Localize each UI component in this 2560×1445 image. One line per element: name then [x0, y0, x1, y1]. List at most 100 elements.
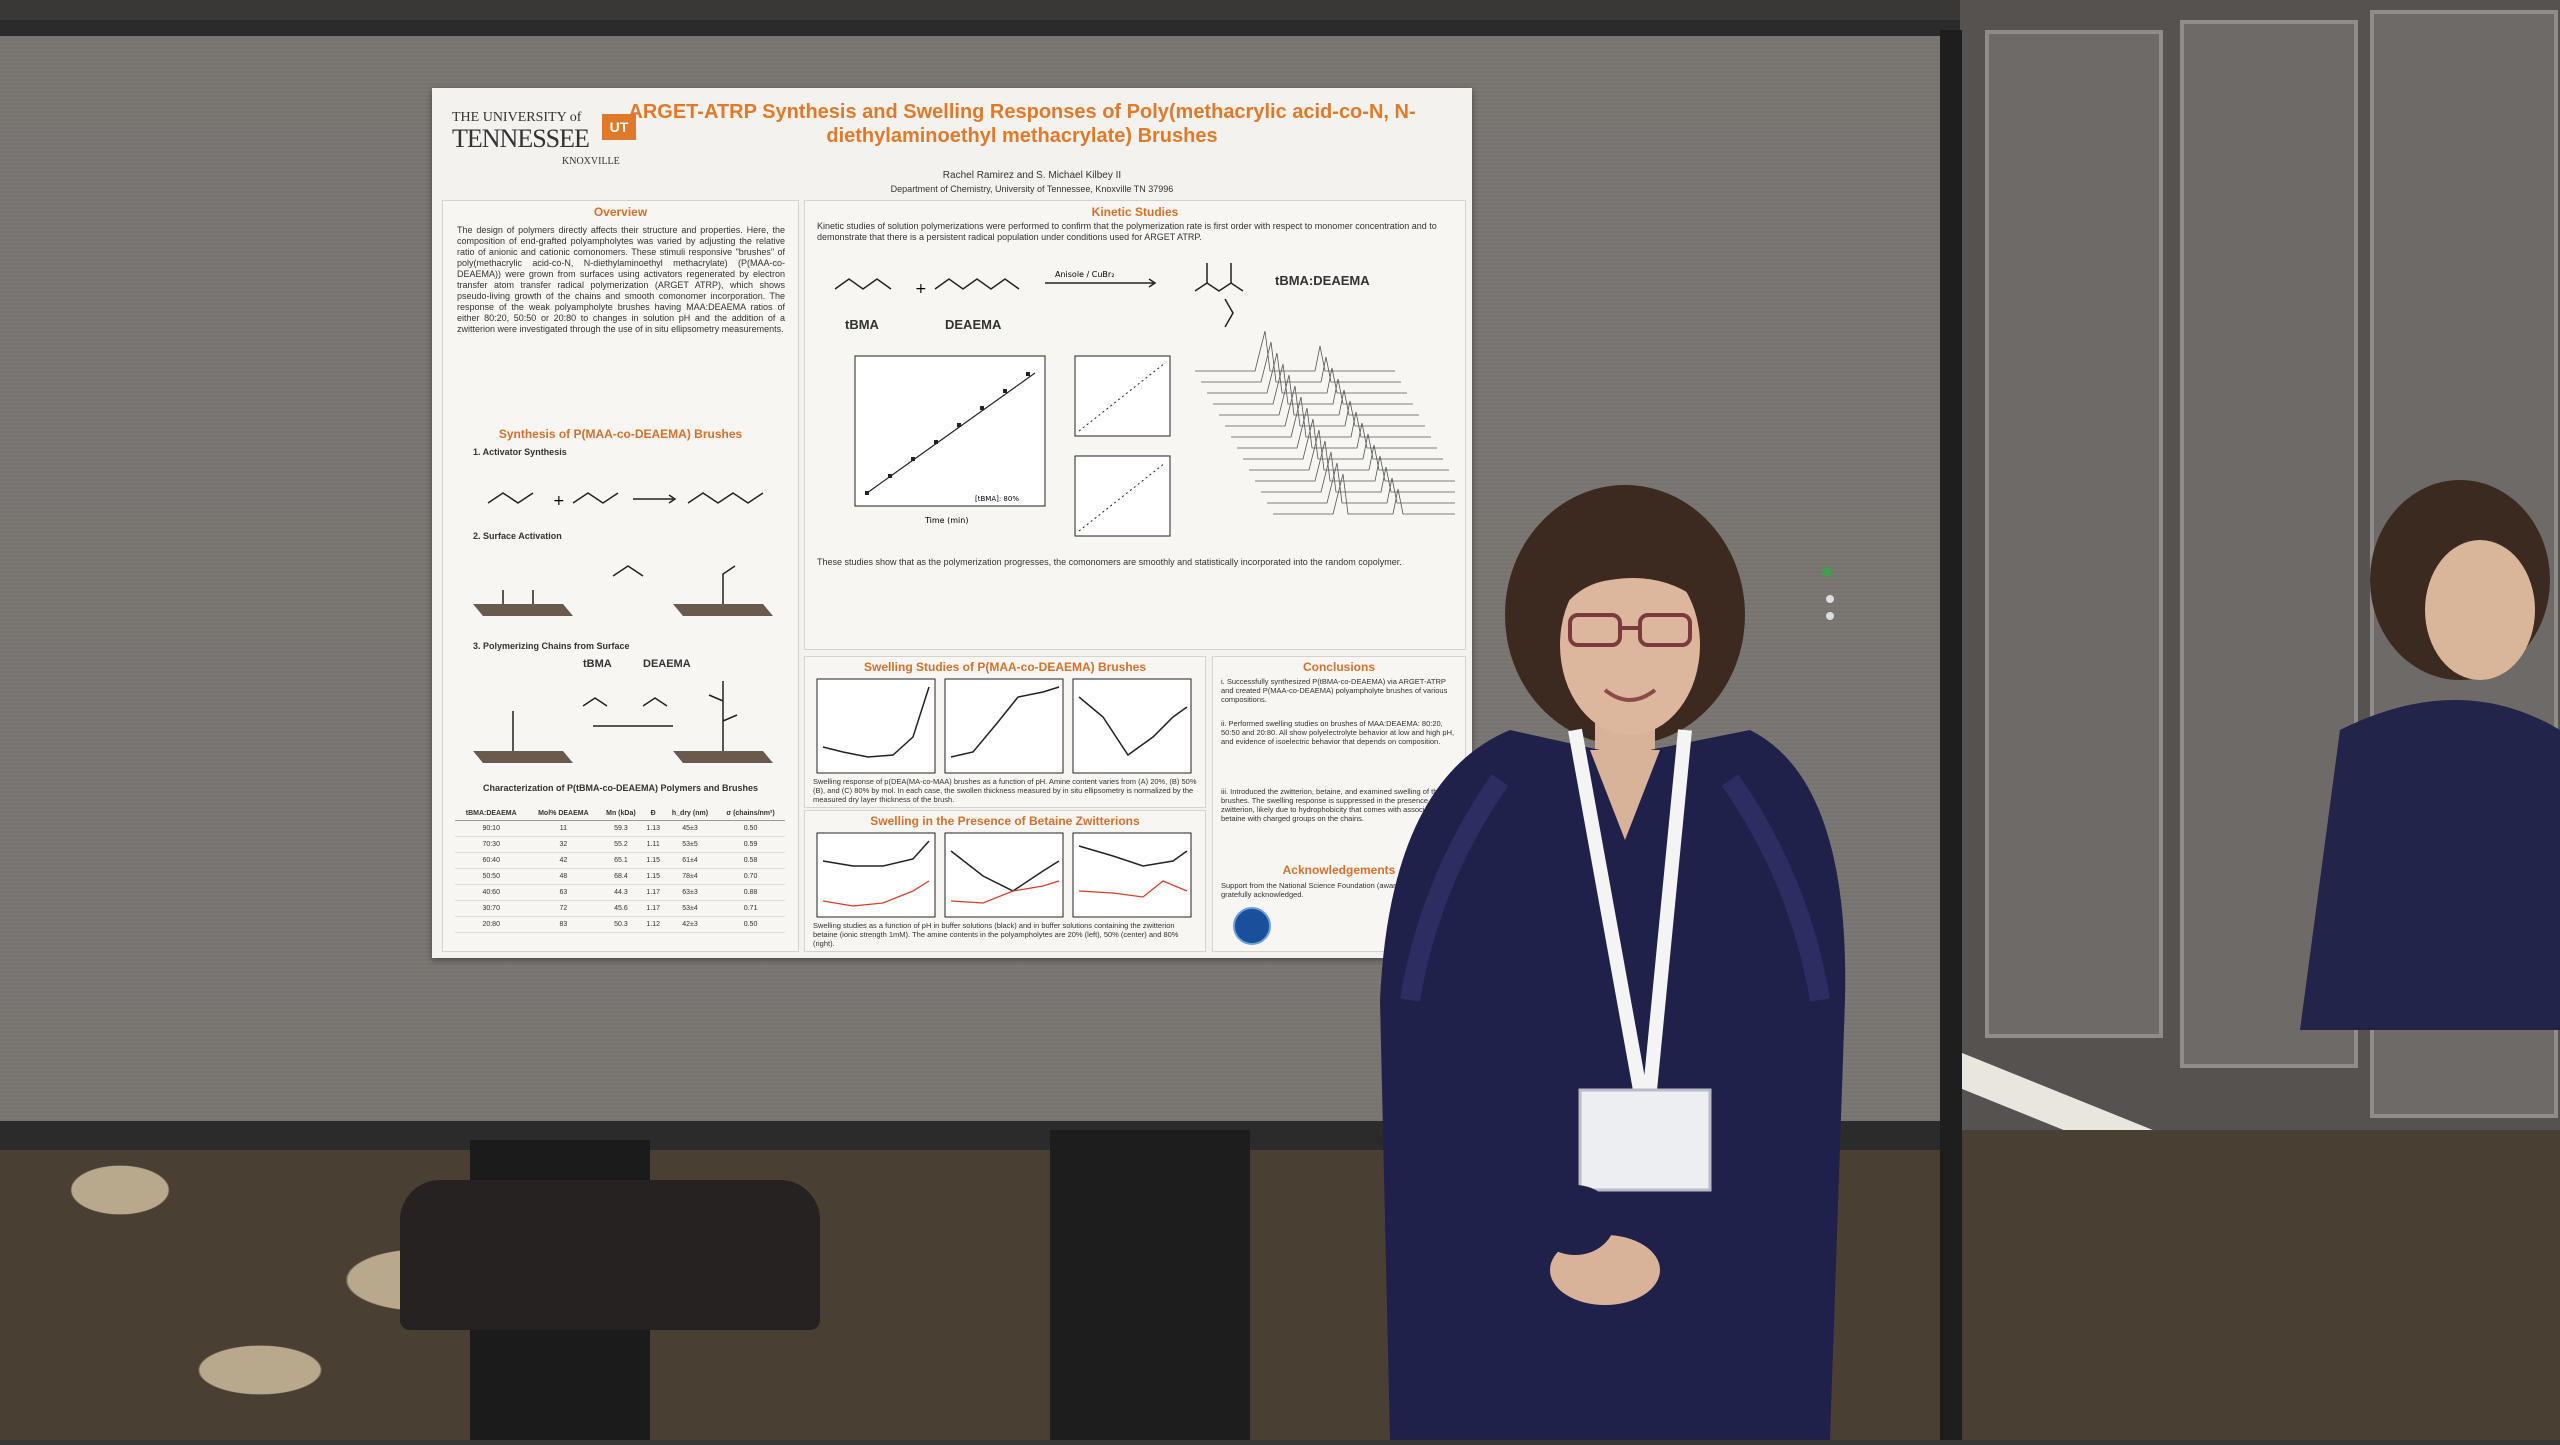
swelling-plots [816, 678, 1192, 774]
university-logo: THE UNIVERSITY of TENNESSEE KNOXVILLE UT [452, 110, 642, 170]
betaine-heading: Swelling in the Presence of Betaine Zwit… [870, 814, 1140, 828]
betaine-section: Swelling in the Presence of Betaine Zwit… [804, 810, 1206, 952]
characterization-table: tBMA:DEAEMA Mol% DEAEMA Mn (kDa) Đ h_dry… [455, 807, 785, 933]
kinetic-label-product: tBMA:DEAEMA [1275, 273, 1370, 288]
nmr-spectrum-line [1273, 473, 1455, 515]
step2-label: 2. Surface Activation [473, 531, 562, 541]
table-header-row: tBMA:DEAEMA Mol% DEAEMA Mn (kDa) Đ h_dry… [455, 807, 785, 821]
kinetic-point [911, 457, 915, 461]
table-cell: 90:10 [455, 820, 528, 837]
table-cell: 40:60 [455, 884, 528, 901]
table-header-cell: Đ [642, 807, 664, 821]
conditions-label: Anisole / CuBr₂ [1055, 270, 1114, 279]
table-cell: 1.17 [642, 884, 664, 901]
table-cell: 83 [527, 916, 600, 933]
nmr-spectrum-line [1201, 341, 1401, 383]
kinetic-label-b: DEAEMA [945, 317, 1002, 332]
bag-on-floor [400, 1180, 820, 1330]
kinetic-point [934, 440, 938, 444]
nsf-logo-icon [1233, 907, 1271, 945]
kinetic-point [1003, 389, 1007, 393]
table-cell: 72 [527, 900, 600, 917]
table-heading: Characterization of P(tBMA-co-DEAEMA) Po… [482, 783, 759, 793]
table-header-cell: σ (chains/nm²) [716, 807, 785, 821]
kinetic-point [957, 423, 961, 427]
step1-label: 1. Activator Synthesis [473, 447, 567, 457]
table-cell: 42 [527, 852, 600, 869]
presenter-person [1350, 480, 1870, 1440]
kinetic-point [1026, 372, 1030, 376]
table-cell: 44.3 [599, 884, 643, 901]
table-header-cell: h_dry (nm) [663, 807, 717, 821]
table-cell: 65.1 [599, 852, 643, 869]
background-person-legs [1050, 1130, 1250, 1440]
table-row: 20:80 83 50.3 1.12 42±3 0.50 [455, 916, 785, 933]
table-cell: 48 [527, 868, 600, 885]
kinetic-subplots [1074, 355, 1171, 537]
carpet-floor [0, 1130, 2560, 1440]
polymerization-scheme [473, 681, 773, 763]
table-cell: 68.4 [599, 868, 643, 885]
nmr-spectrum-line [1207, 352, 1407, 394]
product-structure [1194, 263, 1244, 328]
surface-activation-scheme [473, 565, 773, 616]
left-column: Overview The design of polymers directly… [442, 200, 799, 952]
table-row: 30:70 72 45.6 1.17 53±4 0.71 [455, 900, 785, 917]
pushpin-icon [1826, 595, 1834, 603]
betaine-plots [816, 832, 1192, 918]
table-cell: 55.2 [599, 836, 643, 853]
swelling-section: Swelling Studies of P(MAA-co-DEAEMA) Bru… [804, 656, 1206, 808]
table-cell: 11 [527, 820, 600, 837]
overview-text: The design of polymers directly affects … [457, 225, 785, 334]
table-cell: 20:80 [455, 916, 528, 933]
nmr-spectrum-line [1219, 374, 1419, 416]
kinetic-legend: [tBMA]: 80% [975, 495, 1019, 503]
table-cell: 53±5 [663, 836, 717, 853]
table-row: 70:30 32 55.2 1.11 53±5 0.59 [455, 836, 785, 853]
table-row: 60:40 42 65.1 1.15 61±4 0.58 [455, 852, 785, 869]
table-cell: 60:40 [455, 852, 528, 869]
table-header-cell: Mol% DEAEMA [527, 807, 600, 821]
poster-department: Department of Chemistry, University of T… [890, 184, 1174, 194]
table-cell: 30:70 [455, 900, 528, 917]
table-header-cell: Mn (kDa) [599, 807, 643, 821]
table-cell: 50.3 [599, 916, 643, 933]
svg-text:+: + [553, 493, 565, 509]
kinetic-text: Kinetic studies of solution polymerizati… [817, 221, 1437, 242]
conclusion-item: i. Successfully synthesized P(tBMA-co-DE… [1221, 677, 1448, 704]
nmr-spectrum-line [1195, 331, 1395, 372]
research-poster: THE UNIVERSITY of TENNESSEE KNOXVILLE UT… [432, 88, 1472, 958]
swelling-heading: Swelling Studies of P(MAA-co-DEAEMA) Bru… [863, 660, 1147, 674]
poster-title: ARGET-ATRP Synthesis and Swelling Respon… [628, 101, 1416, 147]
table-cell: 32 [527, 836, 600, 853]
nmr-spectra [1195, 331, 1455, 515]
betaine-caption: Swelling studies as a function of pH in … [813, 921, 1179, 948]
kinetic-plot: Time (min) [tBMA]: 80% [854, 355, 1046, 525]
kinetic-point [980, 406, 984, 410]
nmr-spectrum-line [1225, 385, 1425, 427]
logo-line2: TENNESSEE [452, 124, 590, 153]
table-cell: 59.3 [599, 820, 643, 837]
overview-heading: Overview [593, 205, 648, 219]
table-cell: 0.58 [716, 852, 785, 869]
nmr-spectrum-line [1243, 418, 1443, 460]
step3-label: 3. Polymerizing Chains from Surface [473, 641, 630, 651]
table-cell: 1.11 [642, 836, 664, 853]
kinetic-footer: These studies show that as the polymeriz… [817, 557, 1402, 567]
table-cell: 1.17 [642, 900, 664, 917]
kinetic-heading: Kinetic Studies [1091, 205, 1179, 219]
table-cell: 61±4 [663, 852, 717, 869]
table-cell: 0.71 [716, 900, 785, 917]
table-cell: 63 [527, 884, 600, 901]
monomer-b-label: DEAEMA [643, 658, 691, 670]
table-cell: 63±3 [663, 884, 717, 901]
ut-mark-icon: UT [602, 114, 636, 140]
table-header-cell: tBMA:DEAEMA [455, 807, 528, 821]
table-cell: 1.15 [642, 868, 664, 885]
table-cell: 42±3 [663, 916, 717, 933]
svg-text:+: + [915, 281, 927, 297]
table-cell: 1.13 [642, 820, 664, 837]
nmr-spectrum-line [1249, 429, 1449, 471]
table-cell: 0.50 [716, 820, 785, 837]
swelling-caption: Swelling response of p(DEA(MA-co-MAA) br… [813, 777, 1197, 804]
